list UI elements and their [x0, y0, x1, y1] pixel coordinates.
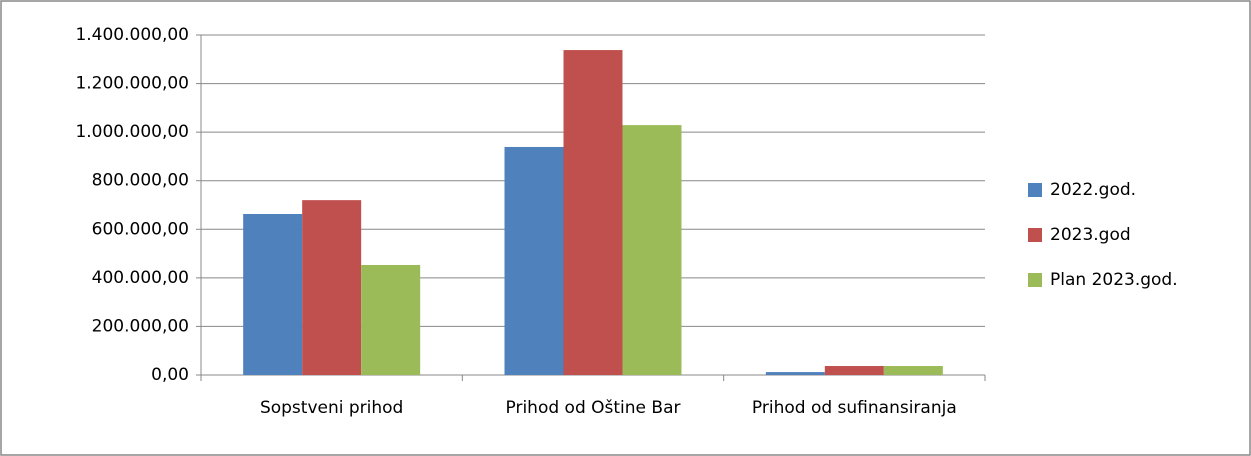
legend-swatch — [1028, 183, 1042, 197]
y-tick-label: 600.000,00 — [92, 219, 189, 239]
bar — [361, 264, 421, 375]
legend-label: 2022.god. — [1050, 180, 1136, 200]
y-tick-label: 0,00 — [151, 365, 189, 385]
bar — [243, 213, 303, 375]
y-tick-label: 1.400.000,00 — [75, 25, 189, 45]
x-tick-label: Prihod od sufinansiranja — [752, 398, 957, 418]
bar — [504, 146, 564, 375]
bar — [883, 366, 943, 375]
x-tick-label: Sopstveni prihod — [260, 398, 403, 418]
x-tick-label: Prihod od Oštine Bar — [506, 398, 681, 418]
y-tick-label: 1.200.000,00 — [75, 74, 189, 94]
bar — [824, 366, 884, 375]
bar — [622, 125, 682, 375]
y-tick-label: 200.000,00 — [92, 316, 189, 336]
legend-label: 2023.god — [1050, 225, 1131, 245]
y-tick-label: 1.000.000,00 — [75, 122, 189, 142]
y-tick-label: 400.000,00 — [92, 268, 189, 288]
legend-label: Plan 2023.god. — [1050, 270, 1178, 290]
legend-swatch — [1028, 273, 1042, 287]
bar — [765, 372, 825, 375]
bar — [302, 200, 362, 375]
bar — [563, 50, 623, 376]
y-tick-label: 800.000,00 — [92, 171, 189, 191]
legend-swatch — [1028, 228, 1042, 242]
